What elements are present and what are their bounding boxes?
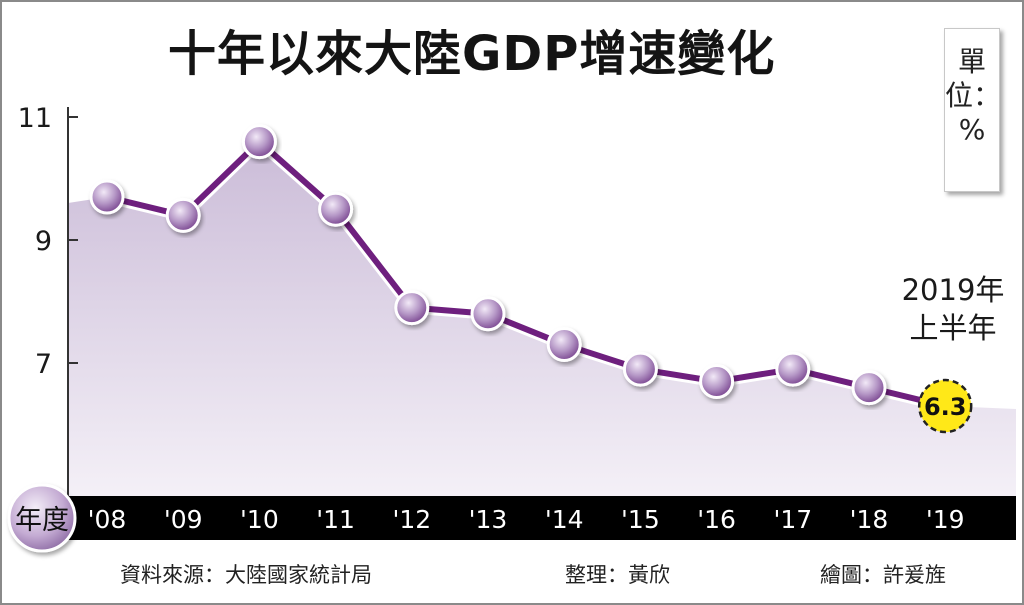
x-tick-label: '11: [316, 505, 355, 534]
area-fill: [68, 141, 1016, 496]
unit-label-box: 單位：%: [944, 28, 1002, 192]
area-fill-layer: [68, 141, 1016, 496]
source-note: 資料來源：大陸國家統計局: [120, 563, 372, 587]
highlight-point: [917, 378, 973, 434]
x-tick-label: '13: [469, 505, 508, 534]
x-tick-label: '16: [697, 505, 736, 534]
x-tick-label: '08: [88, 505, 127, 534]
data-point: [470, 296, 506, 332]
x-tick-label: '09: [164, 505, 203, 534]
unit-label: 單位：%: [945, 45, 1002, 146]
highlight-value-label: 6.3: [924, 393, 967, 421]
x-axis-badge: [7, 483, 77, 553]
x-tick-label: '15: [621, 505, 660, 534]
editor-credit: 整理：黃欣: [565, 563, 670, 587]
x-axis-title: 年度: [15, 505, 69, 536]
y-tick-label: 11: [18, 103, 52, 134]
y-tick-label: 9: [35, 226, 52, 257]
data-points: 6.3: [89, 124, 973, 434]
x-tick-label: '18: [850, 505, 889, 534]
x-tick-label: '12: [392, 505, 431, 534]
annotation-period-label: 上半年: [909, 311, 996, 345]
data-point: [851, 370, 887, 406]
x-axis-bar: '08 '09 '10 '11 '12 '13 '14 '15 '16 '17 '18 '19 年度: [7, 483, 1016, 553]
data-point: [775, 351, 811, 387]
data-point: [318, 191, 354, 227]
chart-title: 十年以來大陸GDP增速變化: [168, 26, 776, 82]
data-point: [165, 197, 201, 233]
x-tick-label: '17: [773, 505, 812, 534]
y-tick-label: 7: [35, 349, 52, 380]
x-tick-label: '19: [926, 505, 965, 534]
x-tick-label: '10: [240, 505, 279, 534]
data-point: [546, 327, 582, 363]
annotation-layer: 2019年 上半年: [902, 273, 1005, 345]
data-point: [89, 179, 125, 215]
data-point: [241, 124, 277, 160]
x-tick-label: '14: [545, 505, 584, 534]
annotation-year-label: 2019年: [902, 273, 1005, 307]
x-axis-band: [60, 496, 1016, 540]
y-axis: 7 9 11: [18, 103, 78, 496]
data-point: [622, 351, 658, 387]
artist-credit: 繪圖：許爰旌: [820, 563, 946, 587]
data-point: [699, 363, 735, 399]
data-point: [394, 290, 430, 326]
